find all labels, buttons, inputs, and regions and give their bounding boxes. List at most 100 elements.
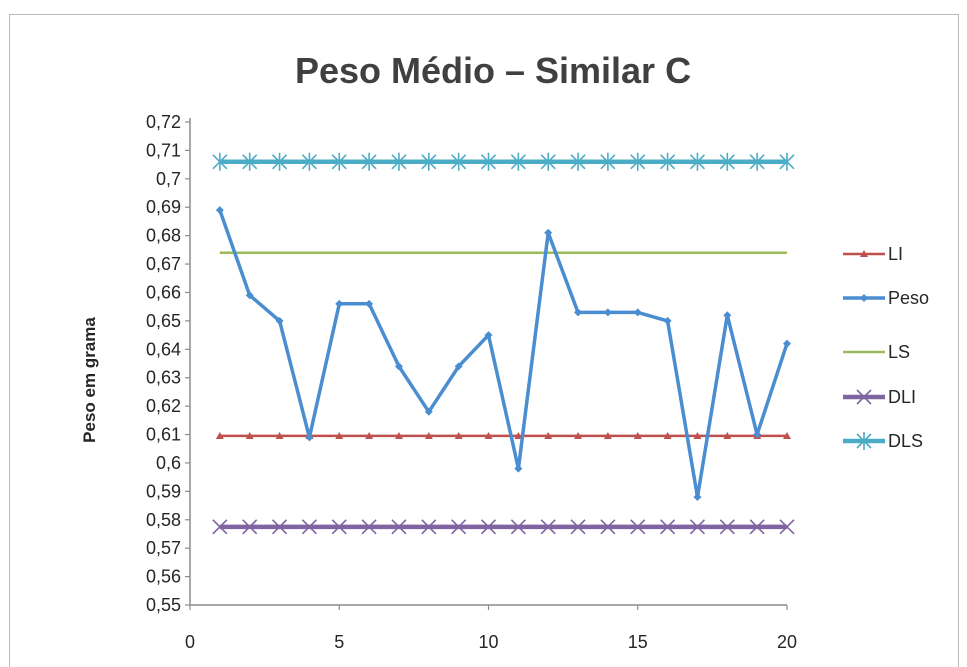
series-li-point [544, 431, 553, 439]
legend-item-dls-label: DLS [888, 431, 923, 451]
series-dli-point [540, 519, 556, 535]
series-li [215, 431, 791, 439]
series-li-point [454, 431, 463, 439]
series-li-point [335, 431, 344, 439]
x-tick-label: 15 [628, 632, 648, 652]
legend-item-ls-label: LS [888, 342, 910, 362]
series-layer [212, 152, 795, 535]
legend-item-ls: LS [843, 342, 910, 362]
y-tick-label: 0,58 [146, 510, 181, 530]
y-tick-label: 0,59 [146, 481, 181, 501]
series-dls [212, 152, 795, 171]
series-peso-point [514, 464, 523, 473]
series-li-point [574, 431, 583, 439]
series-dls-point [510, 152, 526, 171]
legend-item-peso-marker [860, 294, 868, 302]
series-dls-point [570, 152, 586, 171]
series-peso [215, 206, 791, 502]
series-dli-point [451, 519, 467, 535]
y-tick-label: 0,72 [146, 112, 181, 132]
series-dli-point [391, 519, 407, 535]
series-dls-point [331, 152, 347, 171]
y-tick-label: 0,64 [146, 339, 181, 359]
x-tick-label: 0 [185, 632, 195, 652]
series-li-point [365, 431, 374, 439]
legend-item-peso-label: Peso [888, 288, 929, 308]
series-dls-point [540, 152, 556, 171]
y-tick-label: 0,62 [146, 396, 181, 416]
legend-item-dli-marker [856, 389, 872, 405]
axes-layer: 0,55 0,56 0,57 0,58 0,59 0,6 0,61 0,62 0,63 0,64 0… [146, 112, 797, 652]
legend-item-peso: Peso [843, 288, 929, 308]
series-peso-point [633, 308, 642, 317]
series-dli-point [212, 519, 228, 535]
series-li-point [275, 431, 284, 439]
series-dli-point [271, 519, 288, 535]
legend: LI Peso LS DLI DLS [843, 244, 929, 451]
legend-item-dls-marker [856, 432, 872, 450]
legend-item-li-label: LI [888, 244, 903, 264]
series-peso-point [335, 299, 344, 308]
y-tick-label: 0,56 [146, 567, 181, 587]
series-dls-point [779, 152, 795, 171]
series-peso-point [454, 362, 463, 371]
series-dli-point [779, 519, 795, 535]
series-dli-point [630, 519, 646, 535]
series-li-point [723, 431, 732, 439]
series-li-point [603, 431, 612, 439]
y-tick-label: 0,66 [146, 282, 181, 302]
series-peso-point [544, 228, 553, 237]
series-peso-point [424, 407, 433, 416]
series-peso-point [305, 433, 314, 442]
series-dls-point [600, 152, 616, 171]
y-tick-label: 0,69 [146, 197, 181, 217]
series-peso-point [484, 331, 493, 340]
series-dli-point [570, 519, 586, 535]
series-dli-point [301, 519, 317, 535]
y-tick-label: 0,68 [146, 226, 181, 246]
y-tick-label: 0,63 [146, 368, 181, 388]
series-li-point [663, 431, 672, 439]
series-dls-point [212, 152, 228, 171]
series-li-point [783, 431, 791, 439]
series-dls-point [689, 152, 706, 171]
series-li-point [484, 431, 493, 439]
y-axis-title: Peso em grama [80, 317, 99, 443]
series-peso-point [275, 316, 284, 325]
series-dls-point [451, 152, 467, 171]
legend-item-dls: DLS [843, 431, 923, 451]
series-dls-point [749, 152, 765, 171]
series-dls-point [391, 152, 407, 171]
series-dli-point [510, 519, 526, 535]
series-peso-point [783, 339, 791, 348]
legend-item-dli-label: DLI [888, 387, 916, 407]
series-li-point [514, 431, 523, 439]
series-dls-point [361, 152, 377, 171]
series-peso-point [574, 308, 583, 317]
series-li-point [424, 431, 433, 439]
series-dli [212, 519, 795, 535]
series-dls-point [301, 152, 317, 171]
series-li-point [394, 431, 403, 439]
series-dls-point [719, 152, 735, 171]
series-dli-point [600, 519, 616, 535]
series-dli-point [480, 519, 497, 535]
x-tick-label: 5 [334, 632, 344, 652]
series-li-point [245, 431, 254, 439]
series-dli-point [361, 519, 377, 535]
legend-item-li: LI [843, 244, 903, 264]
series-peso-point [603, 308, 612, 317]
series-dli-point [660, 519, 676, 535]
series-peso-point [365, 299, 374, 308]
series-dls-point [660, 152, 676, 171]
y-tick-label: 0,7 [156, 169, 181, 189]
series-dls-point [271, 152, 288, 171]
series-dls-point [630, 152, 646, 171]
y-tick-label: 0,55 [146, 595, 181, 615]
series-dli-point [689, 519, 706, 535]
y-tick-label: 0,57 [146, 538, 181, 558]
series-li-point [693, 431, 702, 439]
x-tick-label: 10 [478, 632, 498, 652]
series-peso-point [663, 316, 672, 325]
